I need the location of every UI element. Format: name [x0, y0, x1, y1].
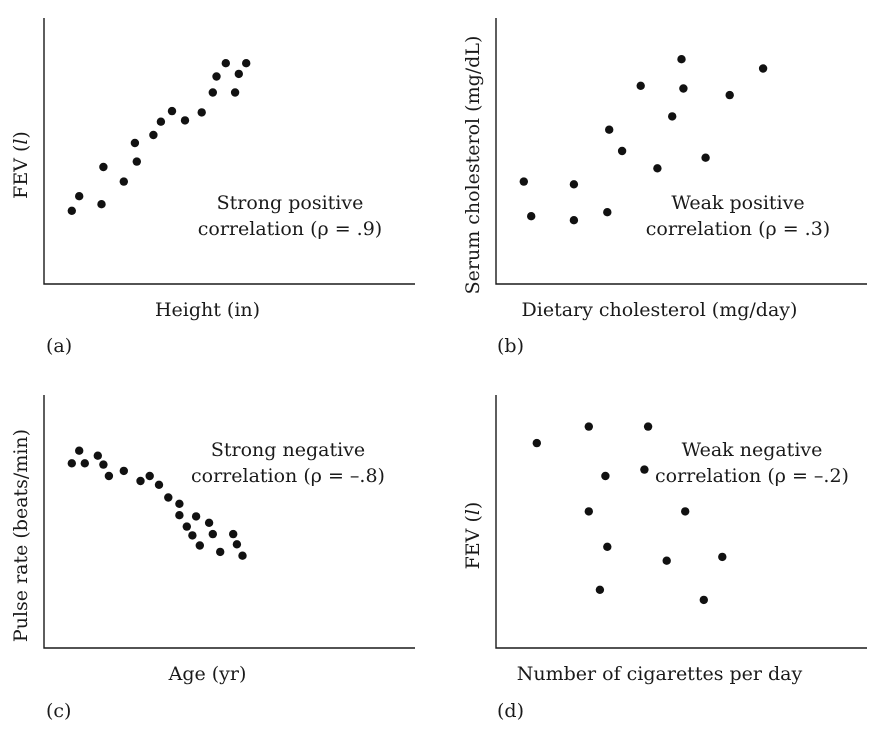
y-axis-label: FEV (l) [462, 502, 484, 570]
y-axis-label: Serum cholesterol (mg/dL) [462, 36, 484, 295]
axes-frame [43, 18, 415, 285]
x-axis-label: Dietary cholesterol (mg/day) [522, 299, 798, 321]
correlation-annotation: Weak negative [682, 439, 823, 461]
data-point [175, 499, 184, 508]
axes-frame [495, 395, 867, 649]
data-point [603, 542, 612, 551]
data-point [234, 69, 243, 79]
data-point [238, 551, 247, 560]
y-axis-label: FEV (l) [10, 131, 32, 199]
panel-c: Strong negative correlation (ρ = –.8) Age … [10, 395, 415, 722]
x-axis-label: Age (yr) [168, 663, 247, 685]
data-point [167, 106, 177, 116]
data-point [164, 493, 173, 502]
data-point [681, 507, 690, 516]
data-point [605, 125, 614, 134]
data-point [653, 164, 662, 173]
data-point [216, 547, 225, 557]
data-point [197, 108, 206, 117]
axes-frame [495, 18, 867, 285]
correlation-annotation: Strong positive [217, 192, 364, 214]
panel-label: (b) [497, 335, 524, 357]
axes-frame [43, 395, 415, 649]
data-point [758, 64, 768, 73]
data-point [208, 529, 217, 539]
panel-label: (c) [46, 700, 71, 722]
data-point [662, 556, 671, 565]
data-point [636, 81, 645, 91]
panel-label: (d) [497, 700, 524, 722]
data-point [97, 200, 106, 209]
data-point [119, 177, 128, 186]
data-point [154, 480, 164, 489]
data-point [584, 507, 593, 516]
data-point [204, 518, 214, 527]
data-point [679, 84, 688, 93]
data-point [569, 180, 579, 189]
data-point [643, 422, 653, 431]
data-point [584, 422, 593, 431]
correlation-annotation: Strong negative [211, 439, 365, 461]
data-point [229, 529, 238, 539]
data-point [603, 208, 612, 217]
data-point [677, 55, 686, 64]
x-axis-label: Height (in) [155, 299, 260, 321]
correlation-annotation: correlation (ρ = .3) [646, 218, 830, 240]
data-point [119, 466, 128, 476]
correlation-annotation: correlation (ρ = –.2) [655, 465, 849, 487]
data-point [212, 72, 221, 81]
data-point [232, 540, 242, 549]
data-point [75, 446, 84, 455]
data-point [701, 153, 710, 162]
data-point [195, 541, 204, 550]
data-point [132, 157, 141, 166]
data-point [725, 90, 734, 100]
x-axis-label: Number of cigarettes per day [517, 663, 803, 685]
panel-label: (a) [46, 335, 72, 357]
data-point [136, 476, 145, 486]
panel-b: Weak positive correlation (ρ = .3) Dietary… [462, 18, 867, 357]
data-point [75, 192, 84, 201]
data-point [67, 206, 77, 215]
data-point [668, 112, 677, 121]
data-point [145, 471, 154, 481]
data-point [67, 459, 77, 468]
y-axis-label: Pulse rate (beats/min) [10, 429, 32, 642]
panel-d: Weak negative correlation (ρ = –.2) Number… [462, 395, 867, 722]
data-point [569, 216, 579, 225]
data-point [182, 522, 191, 531]
data-point [595, 585, 605, 594]
data-point [180, 116, 190, 125]
data-point [149, 130, 158, 140]
panel-a: Strong positive correlation (ρ = .9) Heigh… [10, 18, 415, 357]
data-point [99, 162, 108, 172]
correlation-annotation: correlation (ρ = .9) [198, 218, 382, 240]
data-point [130, 138, 140, 148]
data-point [617, 146, 627, 156]
data-point [191, 512, 201, 521]
data-point [175, 511, 184, 520]
data-point [519, 177, 528, 186]
data-point [156, 117, 166, 126]
data-point [527, 212, 536, 221]
data-point [640, 465, 649, 474]
correlation-annotation: correlation (ρ = –.8) [191, 465, 385, 487]
data-point [221, 59, 230, 68]
data-point [230, 88, 240, 97]
data-point [532, 438, 541, 448]
data-point [208, 88, 217, 97]
data-point [699, 595, 708, 605]
data-point [601, 471, 610, 481]
data-point [80, 459, 90, 468]
data-point [188, 531, 197, 540]
data-point [99, 460, 108, 469]
data-point [93, 451, 103, 460]
data-point [718, 552, 727, 562]
correlation-annotation: Weak positive [671, 192, 804, 214]
data-point [242, 59, 251, 68]
data-point [104, 471, 114, 481]
